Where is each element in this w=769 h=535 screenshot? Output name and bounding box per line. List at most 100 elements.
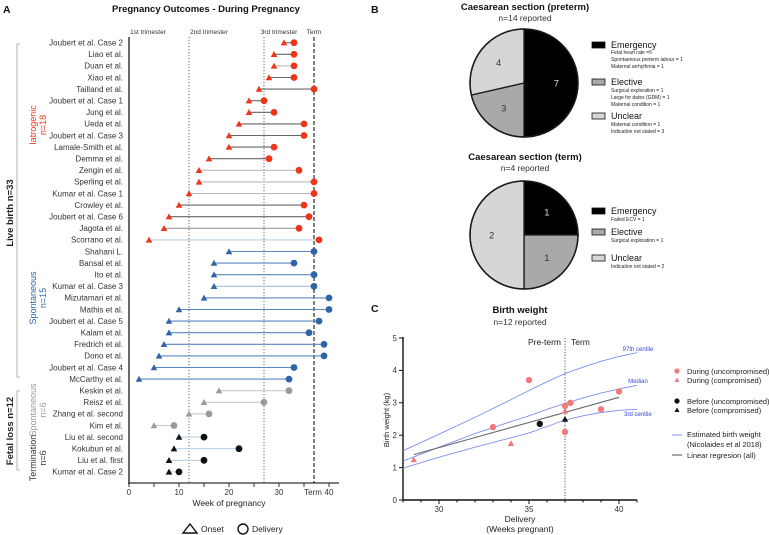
- pie-preterm-title: Caesarean section (preterm): [461, 2, 589, 13]
- pie-slice-value: 1: [544, 207, 549, 218]
- table-row: Joubert et al. Case 6: [49, 213, 313, 222]
- delivery-marker: [320, 352, 328, 360]
- delivery-marker: [290, 39, 298, 47]
- delivery-marker: [310, 190, 318, 197]
- table-row: Lamale-Smith et al.: [54, 143, 278, 152]
- panel-c-legend: During (uncompromised) During (compromis…: [672, 367, 769, 460]
- row-label: Liao et al.: [88, 50, 123, 59]
- legend-marker-during-uncompromised: [674, 368, 680, 374]
- delivery-marker: [270, 108, 278, 116]
- onset-marker: [135, 375, 143, 382]
- table-row: Ito et al.: [95, 271, 318, 280]
- x-tick-label-term: Term: [304, 488, 322, 497]
- delivery-marker: [300, 132, 308, 139]
- legend-detail: Surgical exploration = 1: [611, 238, 664, 244]
- reference-lines: [188, 37, 315, 483]
- panel-c-subtitle: n=12 reported: [493, 317, 546, 327]
- delivery-marker: [310, 271, 318, 279]
- onset-marker: [185, 410, 193, 417]
- row-label: Bansal et al.: [79, 259, 123, 268]
- onset-marker: [165, 468, 173, 475]
- onset-marker: [195, 178, 203, 185]
- x-axis-title: Week of pregnancy: [192, 498, 266, 508]
- delivery-marker: [310, 248, 318, 255]
- onset-marker: [185, 190, 193, 197]
- row-label: Kokubun et al.: [72, 445, 123, 454]
- delivery-marker: [205, 410, 213, 418]
- y-tick-label: 2: [393, 431, 398, 440]
- row-label: Sperling et al.: [74, 178, 123, 187]
- legend-swatch-emergency: [591, 41, 606, 49]
- panel-b: B Caesarean section (preterm) n=14 repor…: [371, 2, 683, 290]
- table-row: Joubert et al. Case 2: [49, 39, 298, 48]
- table-row: Jagota et al.: [79, 224, 303, 233]
- table-row: Bansal et al.: [79, 259, 298, 268]
- y-tick-label: 0: [393, 496, 398, 505]
- legend-detail: Surgical exploration = 1: [611, 88, 664, 94]
- delivery-marker: [175, 468, 183, 476]
- group-label-live-birth: Live birth n=33: [5, 179, 16, 246]
- legend-unclear-label: Unclear: [611, 253, 642, 263]
- pie-preterm-subtitle: n=14 reported: [498, 13, 551, 23]
- table-row: Liu et al. second: [65, 433, 208, 442]
- y-tick-label: 1: [393, 463, 398, 472]
- data-point-during-compromised: [561, 407, 569, 414]
- delivery-marker: [310, 178, 318, 186]
- data-point-during-uncompromised: [561, 402, 569, 410]
- onset-marker: [175, 433, 183, 440]
- bracket-live-birth: [16, 43, 20, 378]
- row-label: Joubert et al. Case 5: [49, 317, 123, 326]
- delivery-marker: [200, 433, 208, 441]
- onset-marker: [225, 143, 233, 150]
- table-row: Tailland et al.: [76, 85, 318, 94]
- legend-swatch-emergency: [591, 207, 606, 215]
- table-row: Zhang et al. second: [53, 410, 213, 419]
- row-label: Kumar et al. Case 2: [52, 468, 123, 477]
- label-2nd-trimester: 2nd trimester: [190, 29, 229, 36]
- table-row: Liu et al. first: [78, 456, 208, 465]
- pie-outline: [469, 180, 579, 290]
- group-n-loss-spontaneous: n=6: [38, 402, 48, 417]
- onset-marker: [280, 39, 288, 46]
- table-row: Ueda et al.: [84, 120, 308, 129]
- y-tick-label: 4: [393, 366, 398, 375]
- table-row: Zengin et al.: [79, 166, 303, 175]
- row-label: Kumar et al. Case 1: [52, 189, 123, 198]
- legend-unclear-label: Unclear: [611, 111, 642, 121]
- birth-weight-plot: 0 1 2 3 4 5 30 35 40 97th centile Median 3rd centil…: [393, 334, 654, 514]
- row-label: Tailland et al.: [76, 85, 123, 94]
- onset-marker: [165, 317, 173, 324]
- panel-letter-b: B: [371, 4, 379, 16]
- x-tick-label: 20: [225, 488, 234, 497]
- table-row: Sperling et al.: [74, 178, 318, 187]
- onset-marker: [210, 271, 218, 278]
- delivery-marker: [305, 329, 313, 337]
- table-row: Joubert et al. Case 3: [49, 131, 308, 140]
- legend-marker-during-compromised: [674, 377, 680, 382]
- label-3rd-trimester: 3rd trimester: [261, 29, 298, 36]
- row-label: Xiao et al.: [87, 73, 123, 82]
- pregnancy-rows: Joubert et al. Case 2 Liao et al. Duan et …: [49, 39, 333, 477]
- subgroup-labels: Iatrogenic n=18 Spontaneous n=15 Spontan…: [28, 105, 48, 482]
- onset-marker: [215, 387, 223, 394]
- group-label-iatrogenic: Iatrogenic: [28, 105, 38, 145]
- onset-marker: [175, 306, 183, 313]
- delivery-marker: [290, 259, 298, 267]
- row-label: Liu et al. second: [65, 433, 123, 442]
- group-label-loss-spontaneous: Spontaneous: [28, 383, 38, 437]
- row-label: Kim et al.: [90, 421, 123, 430]
- centile-curve-label: 97th centile: [623, 347, 654, 353]
- delivery-marker: [300, 120, 308, 128]
- onset-marker: [170, 445, 178, 452]
- pie-slice-value: 3: [501, 104, 506, 115]
- legend-before-uncompromised: Before (uncompromised): [687, 397, 769, 406]
- legend-detail: Maternal condition = 1: [611, 102, 661, 108]
- onset-marker: [210, 259, 218, 266]
- delivery-marker: [260, 97, 268, 105]
- delivery-marker: [325, 306, 333, 313]
- row-label: Crowley et al.: [75, 201, 123, 210]
- row-label: Scorrano et al.: [71, 236, 123, 245]
- onset-marker: [265, 74, 273, 81]
- row-label: McCarthy et al.: [69, 375, 123, 384]
